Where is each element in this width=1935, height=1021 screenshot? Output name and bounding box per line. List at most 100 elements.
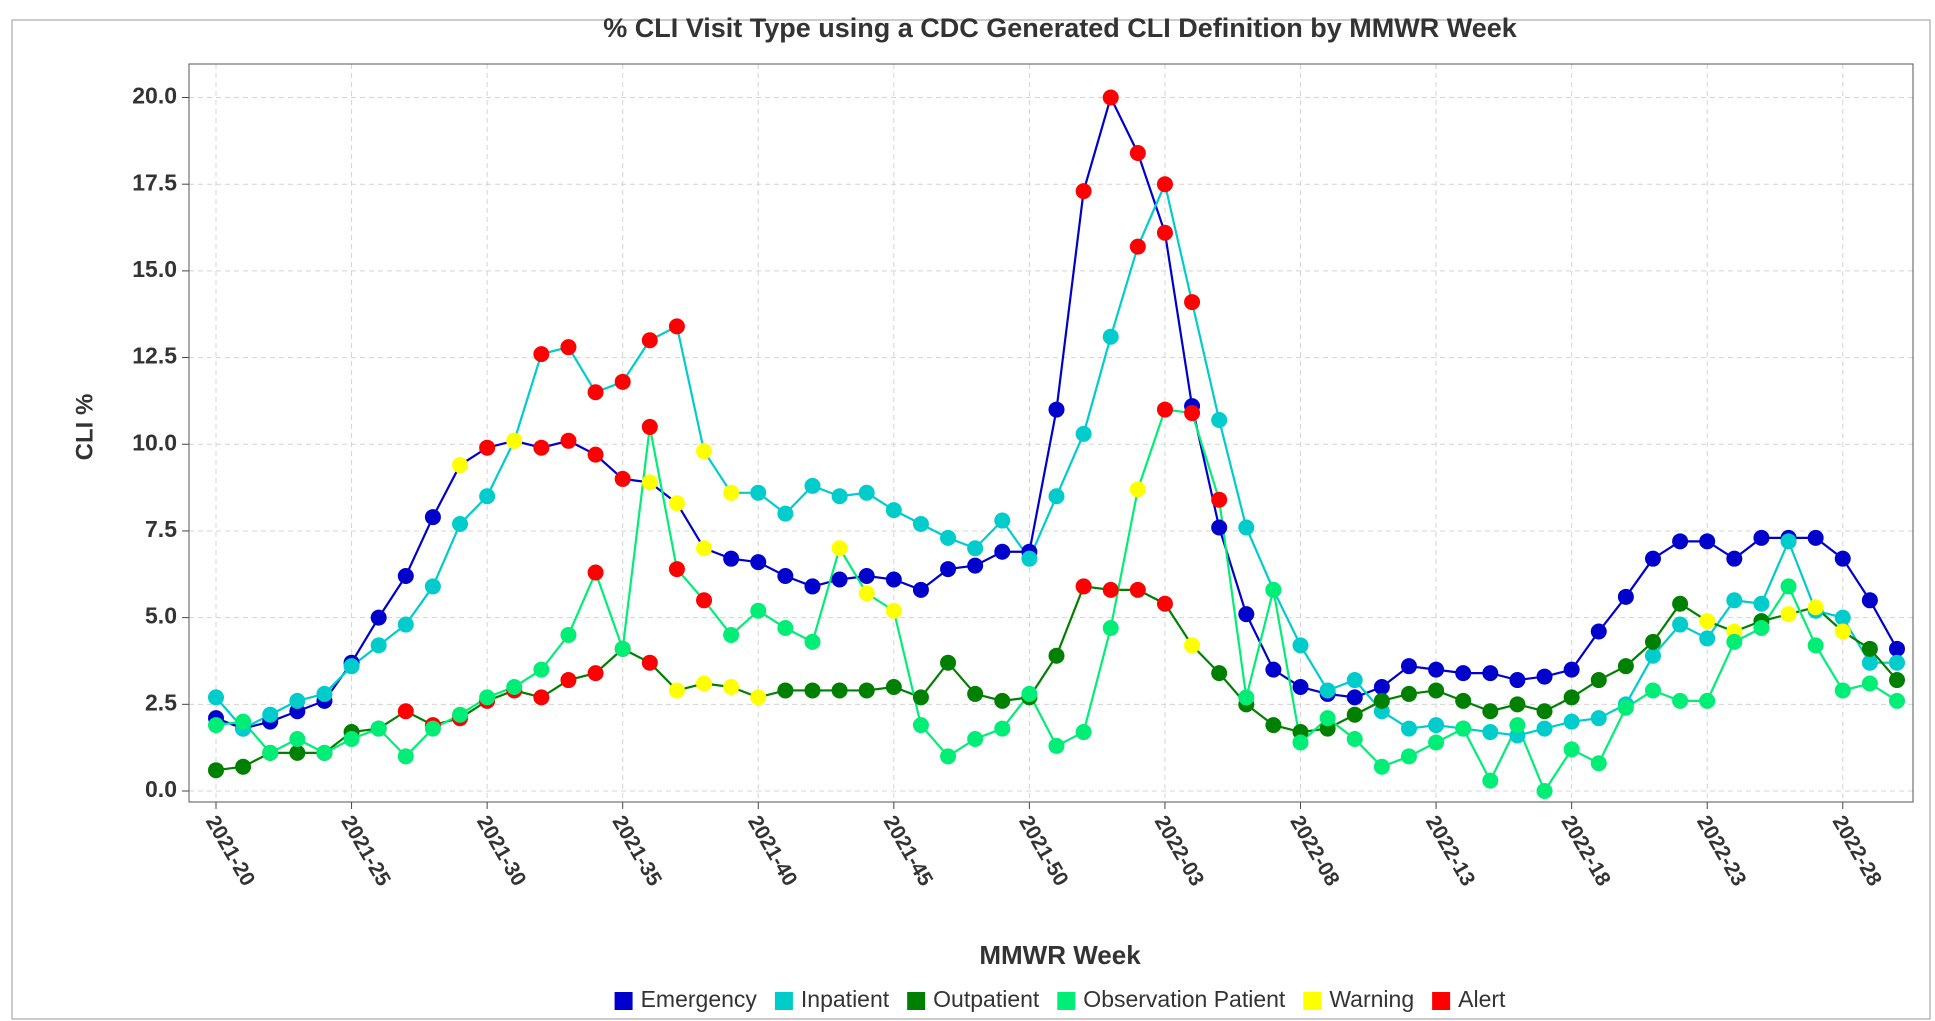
data-point — [370, 609, 387, 626]
data-point — [1048, 647, 1065, 664]
data-point — [1373, 692, 1390, 709]
data-point — [289, 730, 306, 747]
legend-swatch — [1432, 992, 1451, 1010]
data-point — [696, 592, 713, 609]
data-point — [1644, 633, 1661, 650]
data-point — [1211, 665, 1228, 682]
data-point — [1617, 588, 1634, 605]
data-point — [479, 689, 496, 706]
data-point — [1319, 710, 1336, 727]
data-point — [967, 557, 984, 574]
data-point — [1807, 599, 1824, 616]
data-point — [1129, 581, 1146, 598]
data-point — [397, 748, 414, 765]
data-point — [1211, 491, 1228, 508]
data-point — [1889, 654, 1905, 671]
data-point — [1102, 89, 1119, 106]
data-point — [1699, 533, 1716, 550]
data-point — [1156, 401, 1173, 418]
data-point — [967, 685, 984, 702]
data-point — [533, 346, 550, 363]
y-tick-label: 0.0 — [145, 776, 177, 802]
data-point — [397, 568, 414, 585]
data-point — [1672, 692, 1689, 709]
data-point — [885, 602, 902, 619]
data-point — [1509, 696, 1526, 713]
legend-swatch — [1057, 992, 1076, 1010]
data-point — [1590, 710, 1607, 727]
data-point — [1292, 637, 1309, 654]
data-point — [1156, 224, 1173, 241]
data-point — [668, 682, 685, 699]
data-point — [885, 678, 902, 695]
data-point — [1482, 772, 1499, 789]
data-point — [1482, 665, 1499, 682]
data-point — [1292, 734, 1309, 751]
data-point — [587, 384, 604, 401]
x-tick-label: 2021-25 — [336, 812, 395, 891]
data-point — [1075, 183, 1092, 200]
data-point — [587, 564, 604, 581]
data-point — [1319, 682, 1336, 699]
data-point — [1428, 682, 1445, 699]
x-tick-label: 2021-30 — [472, 812, 530, 890]
data-point — [994, 692, 1011, 709]
x-tick-label: 2022-03 — [1150, 812, 1208, 890]
data-point — [940, 561, 957, 578]
data-point — [994, 543, 1011, 560]
data-point — [831, 571, 848, 588]
data-point — [1482, 703, 1499, 720]
data-point — [1644, 550, 1661, 567]
legend-swatch — [907, 992, 926, 1010]
data-point — [1834, 623, 1851, 640]
data-point — [1861, 654, 1878, 671]
data-point — [1346, 706, 1363, 723]
x-tick-label: 2022-13 — [1421, 812, 1479, 890]
data-point — [614, 470, 631, 487]
data-point — [1563, 661, 1580, 678]
data-point — [1482, 724, 1499, 741]
data-point — [940, 529, 957, 546]
data-point — [858, 682, 875, 699]
data-point — [506, 678, 523, 695]
data-point — [1428, 734, 1445, 751]
data-point — [750, 484, 767, 501]
data-point — [1102, 581, 1119, 598]
legend-label: Inpatient — [801, 986, 890, 1012]
data-point — [1834, 682, 1851, 699]
data-point — [1617, 658, 1634, 675]
data-point — [940, 748, 957, 765]
legend-label: Warning — [1329, 986, 1414, 1012]
data-point — [533, 661, 550, 678]
data-point — [1428, 661, 1445, 678]
data-point — [370, 637, 387, 654]
data-point — [1184, 637, 1201, 654]
data-point — [1807, 529, 1824, 546]
data-point — [1536, 668, 1553, 685]
data-point — [750, 689, 767, 706]
data-point — [750, 602, 767, 619]
data-point — [696, 540, 713, 557]
x-tick-label: 2021-50 — [1014, 812, 1072, 890]
data-point — [1861, 592, 1878, 609]
x-tick-label: 2022-23 — [1692, 812, 1750, 890]
data-point — [424, 578, 441, 595]
data-point — [804, 682, 821, 699]
data-point — [885, 571, 902, 588]
data-point — [1590, 623, 1607, 640]
data-point — [1509, 717, 1526, 734]
data-point — [397, 616, 414, 633]
data-point — [1536, 783, 1553, 799]
data-point — [1590, 755, 1607, 772]
data-point — [668, 561, 685, 578]
data-point — [560, 672, 577, 689]
data-point — [1753, 620, 1770, 637]
legend-swatch — [614, 992, 633, 1010]
data-point — [1644, 647, 1661, 664]
data-point — [1075, 578, 1092, 595]
x-tick-label: 2021-20 — [201, 812, 259, 890]
data-point — [424, 509, 441, 526]
data-point — [1156, 176, 1173, 193]
data-point — [1861, 675, 1878, 692]
